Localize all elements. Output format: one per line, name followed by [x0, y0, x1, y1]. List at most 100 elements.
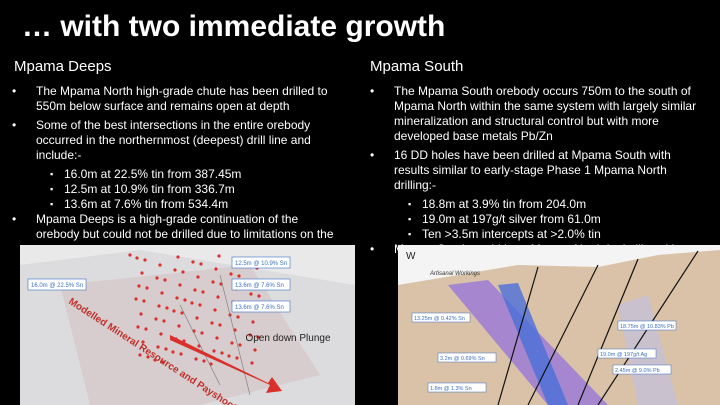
sample-dot	[212, 349, 216, 353]
bullet-list: The Mpama South orebody occurs 750m to t…	[368, 84, 708, 261]
label-box	[597, 348, 657, 359]
label-box	[437, 352, 497, 363]
sample-dot	[256, 335, 260, 339]
bullet: Some of the best intersections in the en…	[10, 118, 340, 163]
sub-bullet: 12.5m at 10.9% tin from 336.7m	[10, 182, 340, 197]
sample-dot	[144, 327, 148, 331]
sample-dot	[138, 353, 142, 357]
sample-dot	[213, 308, 217, 312]
sample-dot	[177, 324, 181, 328]
sample-dot	[251, 320, 255, 324]
sample-dot	[218, 323, 222, 327]
sample-dot	[257, 294, 261, 298]
label-box	[617, 320, 677, 331]
label: 16.0m @ 22.5% Sn	[31, 283, 83, 289]
long-section-figure: 12.5m @ 10.9% Sn 13.6m @ 7.6% Sn 16.0m @ 2…	[20, 245, 355, 405]
sample-dot	[190, 301, 194, 305]
sample-dot	[195, 316, 199, 320]
sample-dot	[196, 275, 200, 279]
sample-dot	[128, 253, 132, 257]
sample-dot	[215, 336, 219, 340]
sample-dot	[141, 340, 145, 344]
label-box	[411, 312, 471, 323]
sample-dot	[178, 283, 182, 287]
compass: W	[406, 251, 416, 262]
sample-dot	[194, 357, 198, 361]
label: 13.25m @ 0.42% Sn	[414, 316, 465, 322]
sample-dot	[229, 272, 233, 276]
sample-dot	[159, 332, 163, 336]
label: 3.2m @ 0.69% Sn	[440, 356, 485, 362]
sub-bullet: 18.8m at 3.9% tin from 204.0m	[368, 197, 708, 212]
sample-dot	[175, 296, 179, 300]
sub-bullet: 16.0m at 22.5% tin from 387.45m	[10, 167, 340, 182]
sample-dot	[161, 360, 165, 364]
sample-dot	[217, 254, 221, 258]
column-heading: Mpama South	[370, 58, 464, 75]
sample-dot	[214, 267, 218, 271]
sample-dot	[249, 292, 253, 296]
title: … with two immediate growth	[22, 10, 446, 43]
sample-dot	[250, 361, 254, 365]
sample-dot	[191, 260, 195, 264]
bullet-list: The Mpama North high-grade chute has bee…	[10, 84, 340, 246]
sample-dot	[137, 284, 141, 288]
sample-dot	[143, 258, 147, 262]
sample-dot	[154, 317, 158, 321]
sample-dot	[238, 343, 242, 347]
sample-dot	[134, 297, 138, 301]
column-heading: Mpama Deeps	[14, 58, 112, 75]
cross-section-figure: W Artisanal Workings 13.25m @ 0.42% Sn 18.7…	[398, 245, 720, 405]
label-box	[612, 364, 672, 375]
sample-dot	[162, 319, 166, 323]
sample-dot	[139, 312, 143, 316]
label: 1.8m @ 1.3% Sn	[430, 386, 472, 392]
sample-dot	[237, 274, 241, 278]
sample-dot	[227, 354, 231, 358]
label-box	[427, 382, 487, 393]
sample-dot	[140, 271, 144, 275]
sample-dot	[146, 355, 150, 359]
sample-dot	[199, 262, 203, 266]
sample-dot	[173, 268, 177, 272]
sample-dot	[210, 321, 214, 325]
sample-dot	[136, 325, 140, 329]
sample-dot	[230, 341, 234, 345]
sample-dot	[198, 303, 202, 307]
plunge-label: Open down Plunge	[245, 333, 331, 344]
sample-dot	[171, 350, 175, 354]
sample-dot	[216, 295, 220, 299]
sample-dot	[176, 255, 180, 259]
sample-dot	[155, 276, 159, 280]
label: 13.6m @ 7.6% Sn	[235, 283, 284, 289]
sample-dot	[163, 278, 167, 282]
sub-bullet: Ten >3.5m intercepts at >2.0% tin	[368, 227, 708, 242]
sample-dot	[180, 311, 184, 315]
sample-dot	[165, 306, 169, 310]
label: 13.6m @ 7.6% Sn	[235, 305, 284, 311]
sample-dot	[253, 348, 257, 352]
bullet: Mpama Deeps is a high-grade continuation…	[10, 212, 340, 242]
sample-dot	[235, 356, 239, 360]
sample-dot	[135, 256, 139, 260]
workings-label: Artisanal Workings	[429, 271, 480, 277]
sample-dot	[158, 263, 162, 267]
bullet: The Mpama North high-grade chute has bee…	[10, 84, 340, 114]
bullet: 16 DD holes have been drilled at Mpama S…	[368, 148, 708, 193]
sample-dot	[193, 288, 197, 292]
label: 19.0m @ 197g/t Ag	[600, 352, 647, 358]
sample-dot	[179, 352, 183, 356]
label: 18.75m @ 10.83% Pb	[620, 324, 674, 330]
sample-dot	[201, 290, 205, 294]
label-box	[27, 278, 87, 291]
sub-bullet: 19.0m at 197g/t silver from 61.0m	[368, 212, 708, 227]
sample-dot	[200, 331, 204, 335]
sample-dot	[181, 270, 185, 274]
sub-bullet: 13.6m at 7.6% tin from 534.4m	[10, 197, 340, 212]
sample-dot	[157, 304, 161, 308]
sample-dot	[156, 345, 160, 349]
sample-dot	[153, 358, 157, 362]
label: 2.45m @ 9.0% Pb	[615, 368, 660, 374]
sample-dot	[248, 333, 252, 337]
